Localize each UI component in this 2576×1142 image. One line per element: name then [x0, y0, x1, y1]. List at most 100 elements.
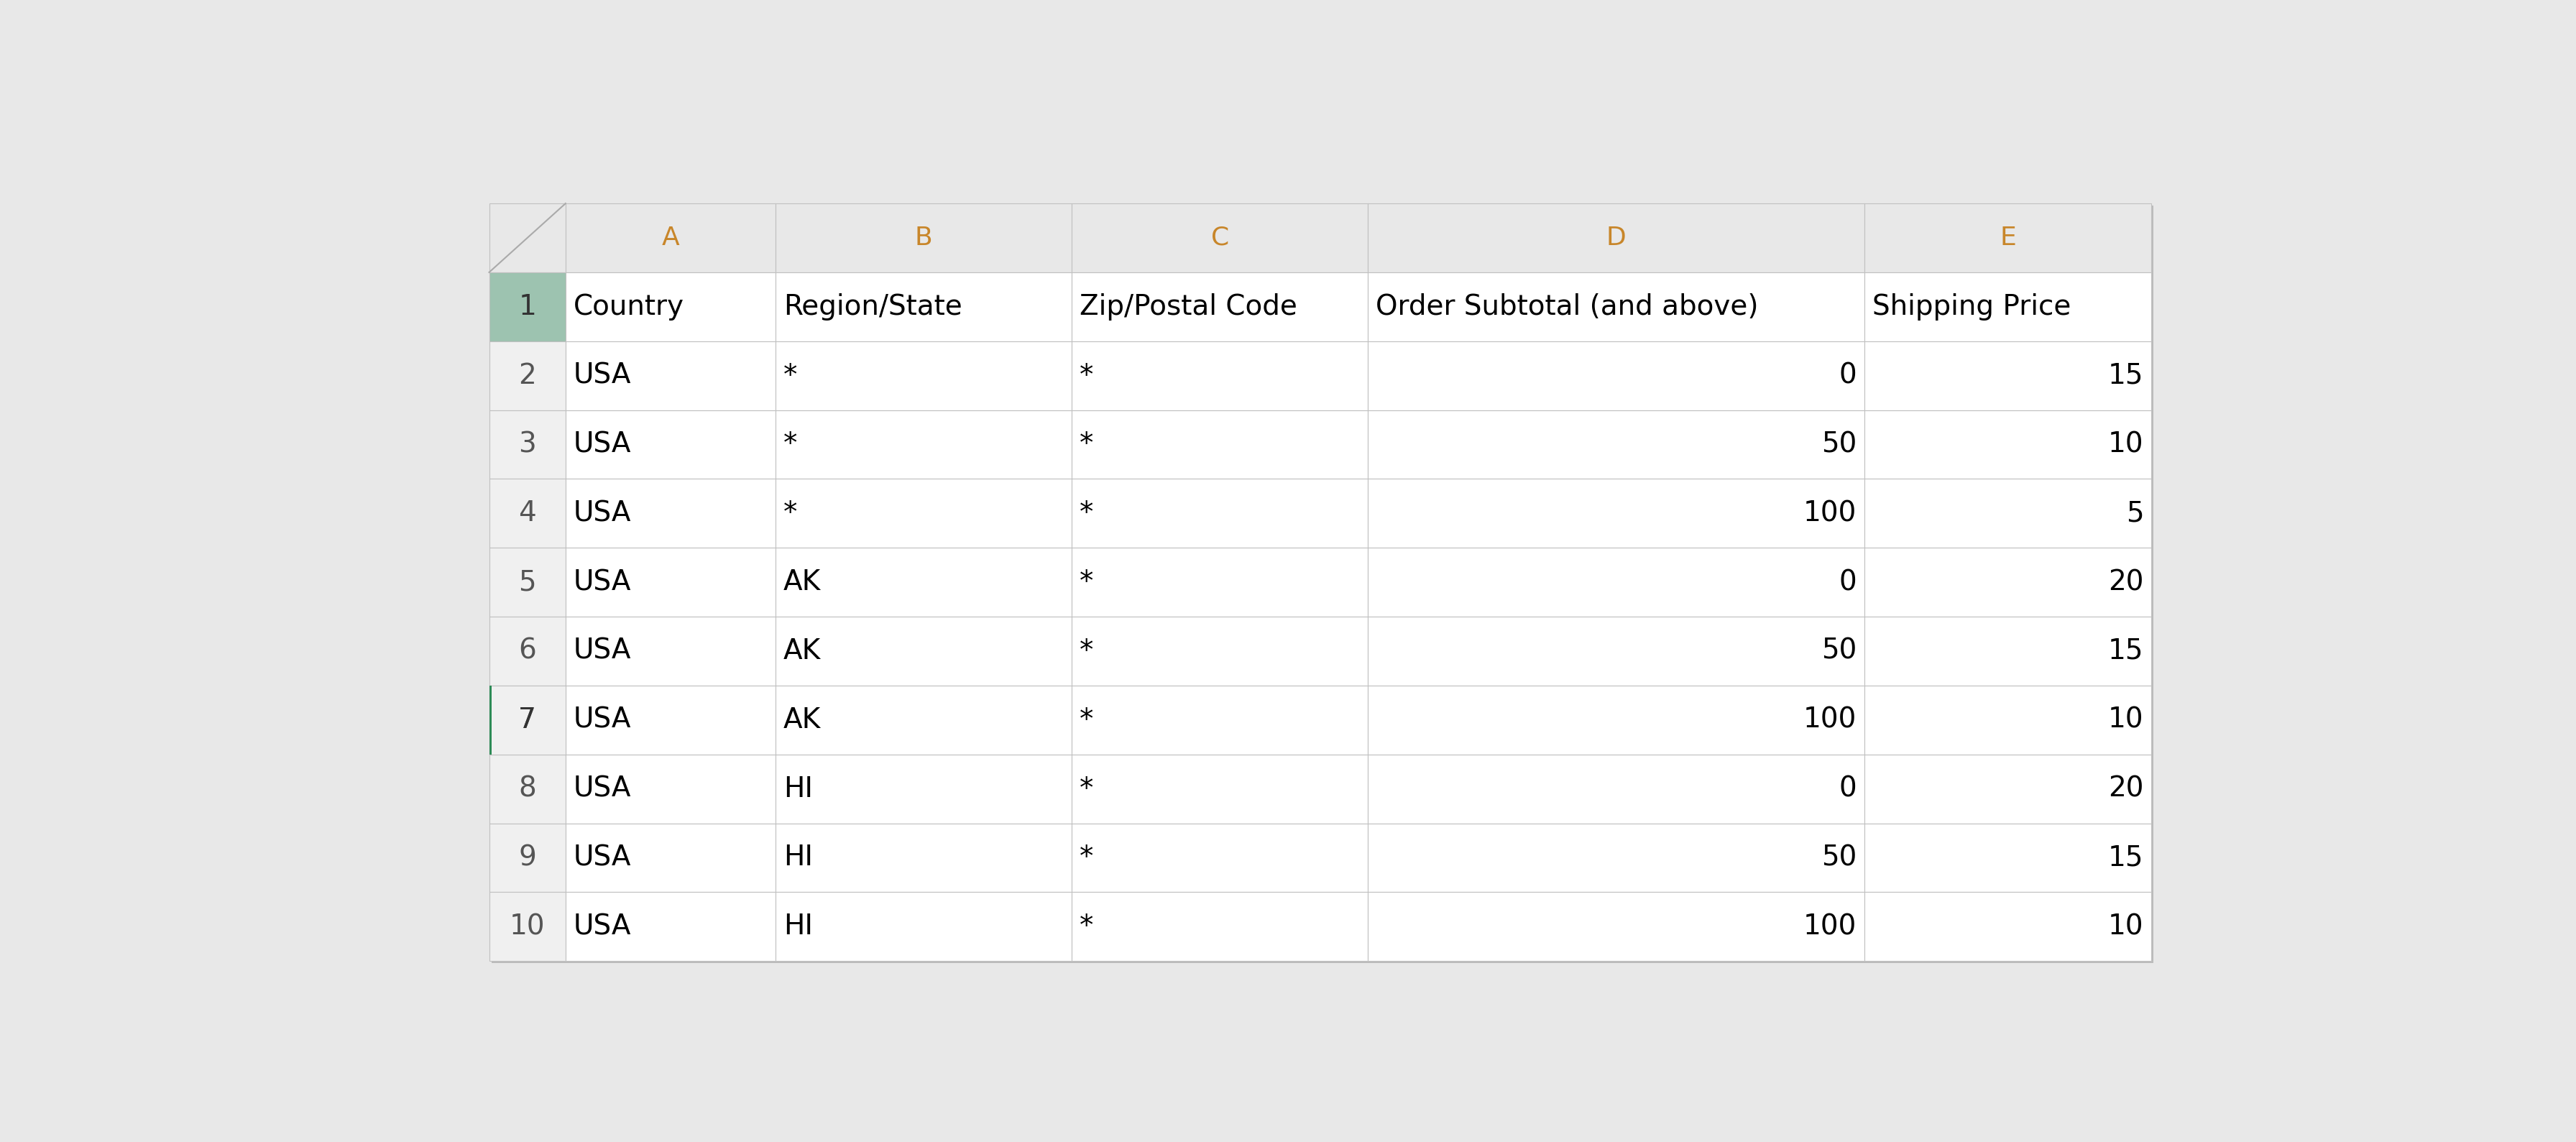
Text: 1: 1	[518, 293, 536, 321]
Bar	[567, 341, 775, 410]
Text: 50: 50	[1821, 844, 1857, 871]
Text: AK: AK	[783, 637, 822, 665]
Text: *: *	[1079, 431, 1095, 458]
Text: HI: HI	[783, 775, 814, 803]
Text: USA: USA	[574, 569, 631, 596]
Bar	[1072, 617, 1368, 685]
Bar	[775, 272, 1072, 341]
Bar	[489, 341, 567, 410]
Bar	[489, 478, 567, 548]
Bar	[1072, 548, 1368, 617]
Bar	[1072, 685, 1368, 755]
Text: USA: USA	[574, 912, 631, 940]
Text: USA: USA	[574, 775, 631, 803]
Bar	[1368, 823, 1865, 892]
Text: D: D	[1607, 226, 1625, 250]
Bar	[1072, 755, 1368, 823]
Bar	[1072, 410, 1368, 478]
Bar	[567, 548, 775, 617]
Text: 100: 100	[1803, 912, 1857, 940]
Bar	[1368, 272, 1865, 341]
Text: 3: 3	[518, 431, 536, 458]
Text: 100: 100	[1803, 707, 1857, 733]
Bar	[1368, 203, 1865, 272]
Bar	[1865, 685, 2151, 755]
Bar	[775, 892, 1072, 962]
Bar	[489, 617, 567, 685]
Text: Country: Country	[574, 293, 685, 321]
Bar	[489, 823, 567, 892]
Text: *: *	[1079, 707, 1095, 733]
Text: *: *	[1079, 637, 1095, 665]
Text: 10: 10	[2107, 912, 2143, 940]
Text: USA: USA	[574, 431, 631, 458]
Bar	[567, 410, 775, 478]
Text: 100: 100	[1803, 500, 1857, 526]
Text: USA: USA	[574, 844, 631, 871]
Text: 20: 20	[2107, 569, 2143, 596]
Bar	[1865, 617, 2151, 685]
Bar	[1368, 478, 1865, 548]
Text: Zip/Postal Code: Zip/Postal Code	[1079, 293, 1298, 321]
Bar	[489, 892, 567, 962]
Text: AK: AK	[783, 569, 822, 596]
Bar	[1368, 892, 1865, 962]
Bar	[1865, 548, 2151, 617]
Bar	[1865, 892, 2151, 962]
Text: 15: 15	[2107, 362, 2143, 389]
Text: 5: 5	[2125, 500, 2143, 526]
Text: 7: 7	[518, 707, 536, 733]
Text: 10: 10	[2107, 707, 2143, 733]
Text: 15: 15	[2107, 637, 2143, 665]
Text: 50: 50	[1821, 431, 1857, 458]
Text: *: *	[1079, 500, 1095, 526]
Bar	[567, 272, 775, 341]
Bar	[489, 272, 567, 341]
Text: 2: 2	[518, 362, 536, 389]
Text: 20: 20	[2107, 775, 2143, 803]
Bar	[567, 755, 775, 823]
Text: AK: AK	[783, 707, 822, 733]
Bar	[1865, 478, 2151, 548]
Text: 0: 0	[1839, 569, 1857, 596]
Text: 50: 50	[1821, 637, 1857, 665]
Text: HI: HI	[783, 844, 814, 871]
Bar	[775, 478, 1072, 548]
Text: B: B	[914, 226, 933, 250]
Text: 0: 0	[1839, 775, 1857, 803]
Text: 5: 5	[518, 569, 536, 596]
Text: Region/State: Region/State	[783, 293, 963, 321]
Bar	[1865, 272, 2151, 341]
Bar	[1072, 203, 1368, 272]
Text: HI: HI	[783, 912, 814, 940]
Bar	[1368, 685, 1865, 755]
Bar	[567, 478, 775, 548]
Bar	[567, 892, 775, 962]
Text: *: *	[1079, 775, 1095, 803]
Bar	[489, 548, 567, 617]
Bar	[1368, 755, 1865, 823]
Text: *: *	[1079, 912, 1095, 940]
Bar	[567, 823, 775, 892]
Bar	[1368, 617, 1865, 685]
Bar	[489, 203, 567, 272]
Bar	[1072, 272, 1368, 341]
Text: 4: 4	[518, 500, 536, 526]
Bar	[1865, 755, 2151, 823]
Text: 15: 15	[2107, 844, 2143, 871]
Bar	[1368, 410, 1865, 478]
Text: 9: 9	[518, 844, 536, 871]
Bar	[489, 685, 567, 755]
Bar	[1865, 341, 2151, 410]
Text: C: C	[1211, 226, 1229, 250]
Bar	[775, 341, 1072, 410]
Text: 6: 6	[518, 637, 536, 665]
Text: 7: 7	[518, 707, 536, 733]
Bar	[1368, 548, 1865, 617]
Bar	[1865, 203, 2151, 272]
Text: *: *	[783, 362, 799, 389]
Text: *: *	[1079, 569, 1095, 596]
Text: Shipping Price: Shipping Price	[1873, 293, 2071, 321]
Text: 10: 10	[2107, 431, 2143, 458]
Text: *: *	[1079, 362, 1095, 389]
